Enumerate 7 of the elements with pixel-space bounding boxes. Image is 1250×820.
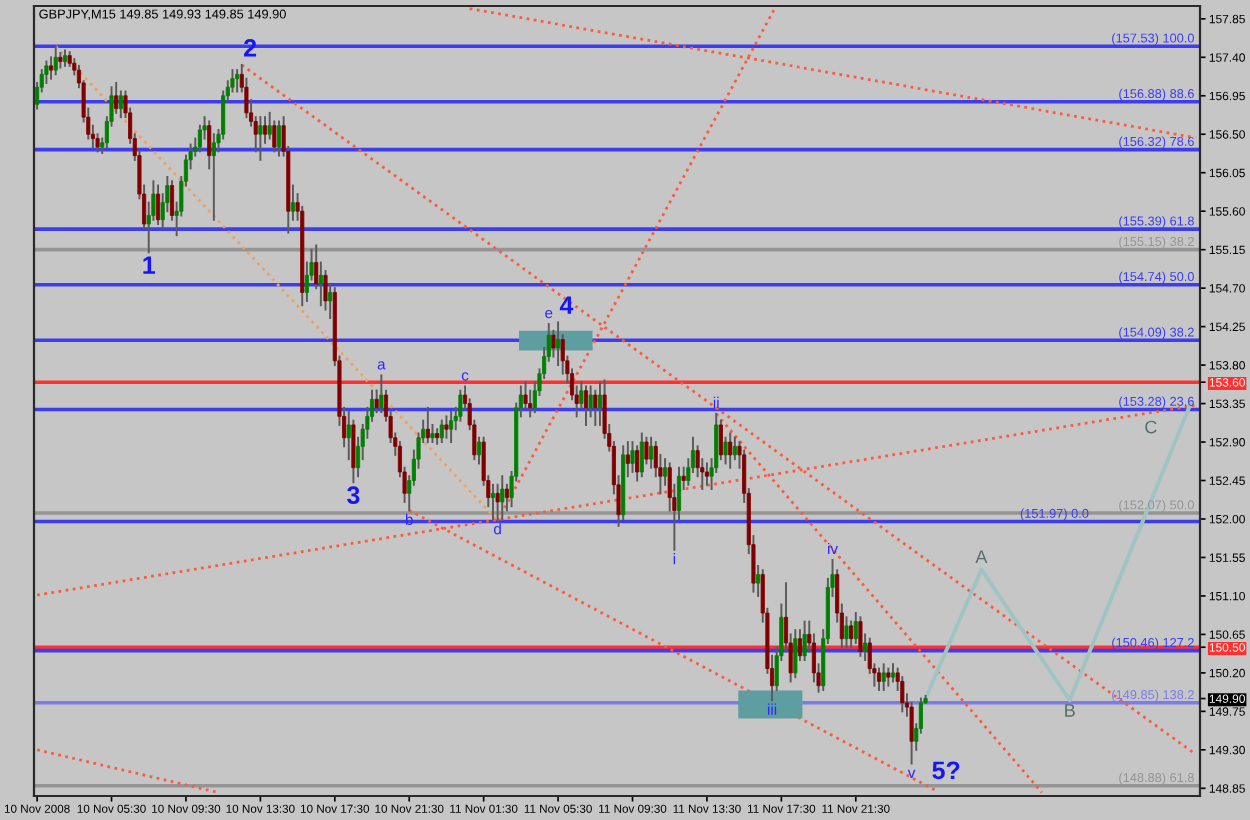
annotation: B: [1065, 704, 1075, 717]
annotation: 1: [143, 256, 155, 274]
annotation: 4: [559, 296, 574, 314]
annotation: A: [975, 550, 988, 563]
annotation: 3: [347, 486, 360, 504]
annotation: 5?: [932, 761, 960, 780]
annotation: C: [1145, 420, 1157, 434]
